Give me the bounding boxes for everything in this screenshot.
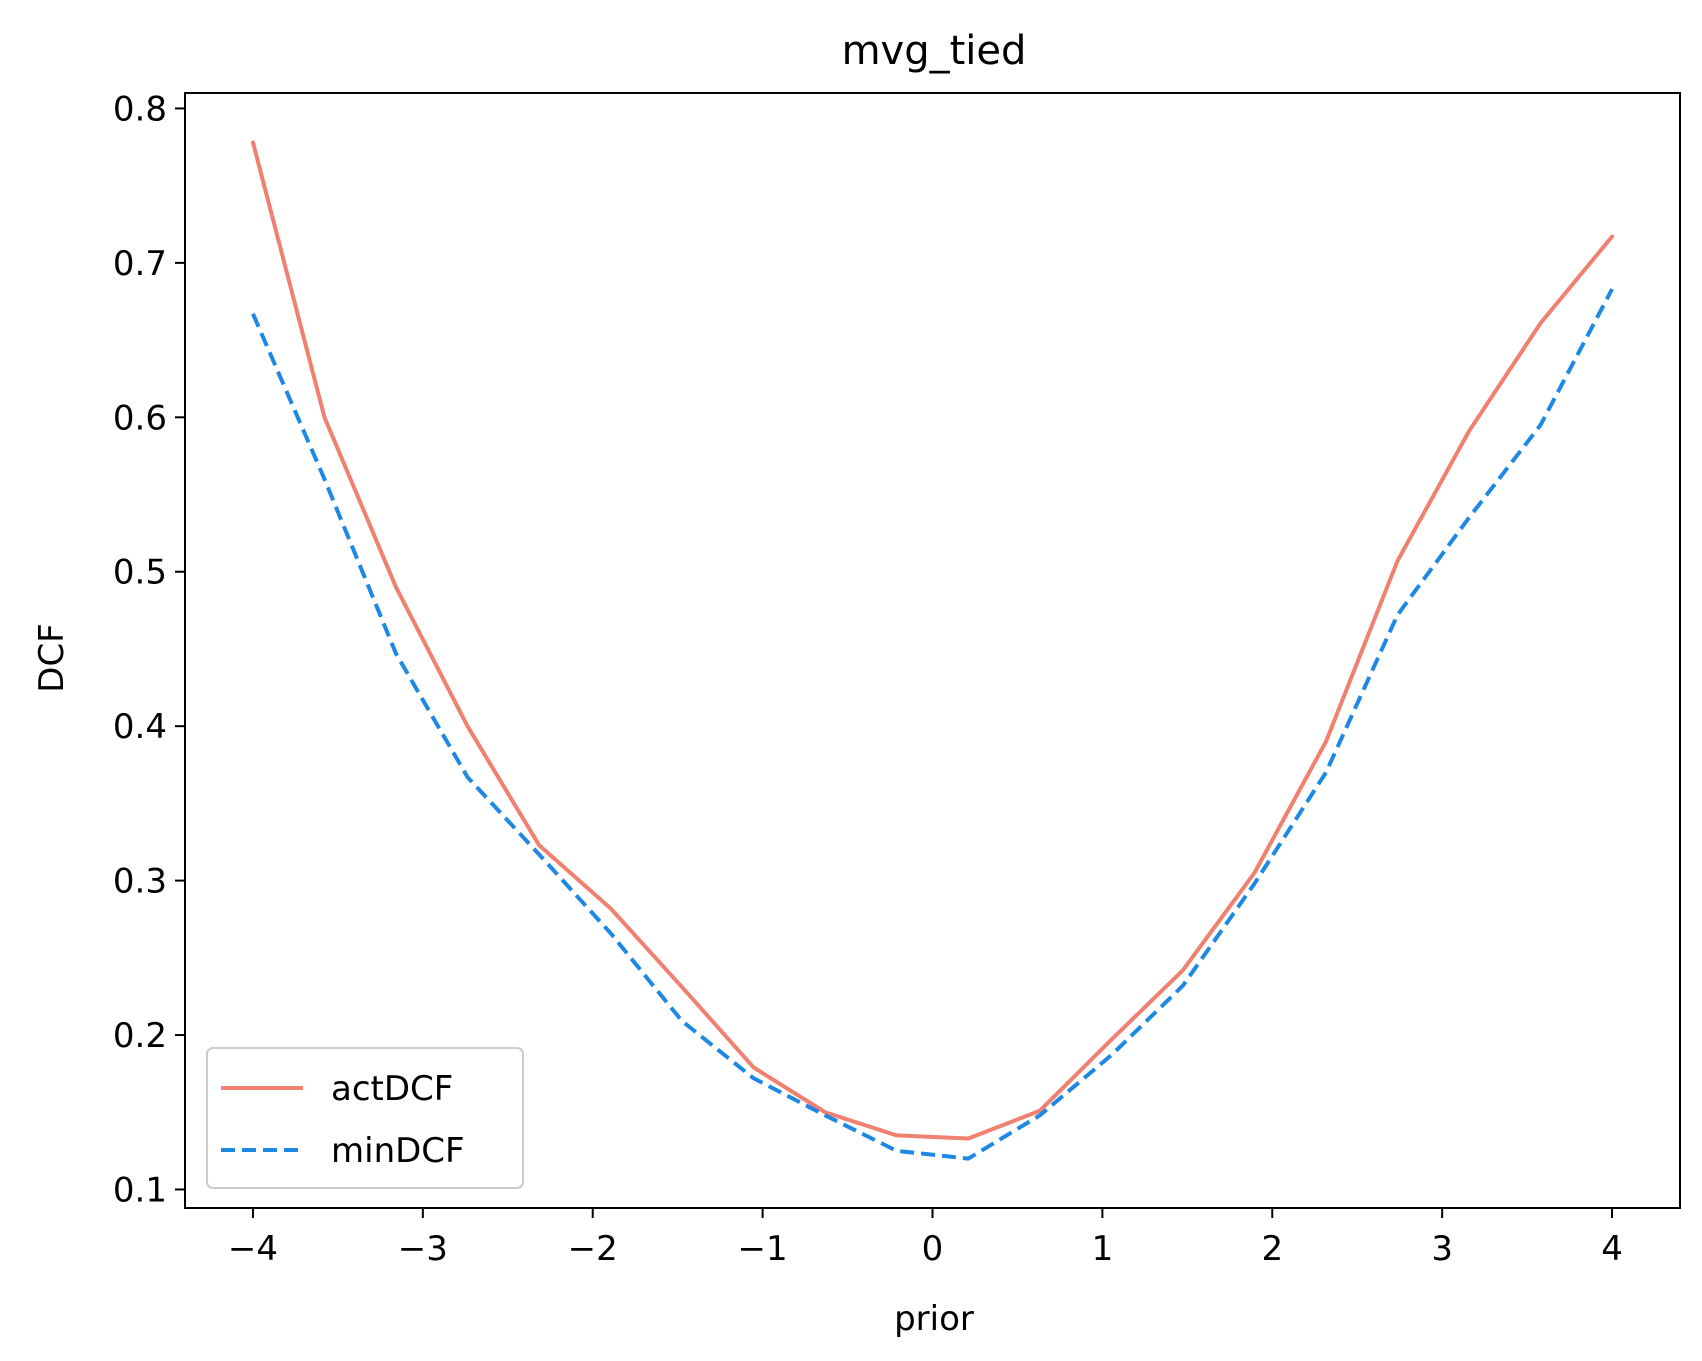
plot-frame xyxy=(184,92,1681,1209)
x-tick-label: 4 xyxy=(1601,1229,1623,1269)
series-line-minDCF xyxy=(251,288,1614,1161)
x-tick-label: −3 xyxy=(398,1229,448,1269)
legend-label-actDCF: actDCF xyxy=(331,1069,453,1109)
x-axis-label: prior xyxy=(894,1299,974,1339)
x-tick-label: 0 xyxy=(922,1229,944,1269)
y-axis-ticks: 0.1 0.2 0.3 0.4 0.5 0.6 0.7 0.8 xyxy=(113,89,185,1210)
y-axis-label: DCF xyxy=(32,623,72,692)
x-tick-label: −2 xyxy=(568,1229,618,1269)
y-tick-label: 0.2 xyxy=(113,1016,167,1056)
legend-box xyxy=(206,1047,524,1189)
y-tick-label: 0.7 xyxy=(113,244,167,284)
y-tick-label: 0.4 xyxy=(113,707,167,747)
x-tick-label: 3 xyxy=(1431,1229,1453,1269)
series-lines xyxy=(250,140,1615,1161)
x-axis-ticks: −4 −3 −2 −1 0 1 2 3 4 xyxy=(228,1208,1623,1269)
y-tick-label: 0.5 xyxy=(113,553,167,593)
x-tick-label: −4 xyxy=(228,1229,278,1269)
y-tick-label: 0.1 xyxy=(113,1170,167,1210)
x-tick-label: 2 xyxy=(1261,1229,1283,1269)
series-line-actDCF xyxy=(250,140,1615,1141)
chart-title: mvg_tied xyxy=(842,28,1027,74)
legend: actDCF minDCF xyxy=(206,1047,524,1189)
y-tick-label: 0.8 xyxy=(113,89,167,129)
y-tick-label: 0.3 xyxy=(113,862,167,902)
x-tick-label: 1 xyxy=(1092,1229,1114,1269)
y-tick-label: 0.6 xyxy=(113,398,167,438)
x-tick-label: −1 xyxy=(738,1229,788,1269)
legend-label-minDCF: minDCF xyxy=(331,1131,465,1171)
